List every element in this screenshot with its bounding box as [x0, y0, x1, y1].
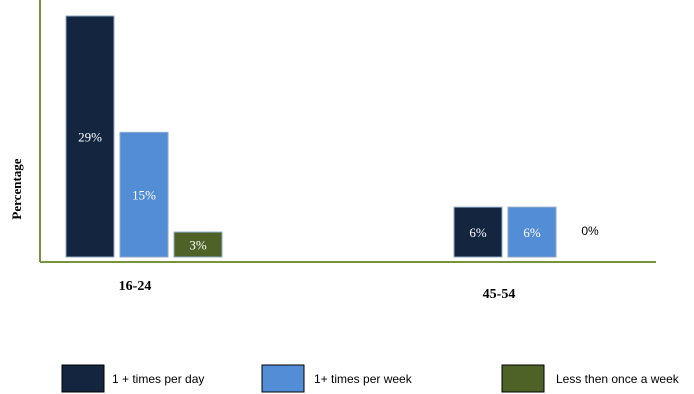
legend-label-series-0: 1 + times per day	[112, 372, 204, 386]
data-label-16-24-series-1: 15%	[132, 188, 156, 203]
x-tick-label-16-24: 16-24	[119, 279, 152, 294]
legend-swatch-series-1	[262, 365, 304, 392]
data-label-45-54-series-0: 6%	[469, 225, 487, 240]
y-axis-label: Percentage	[9, 158, 24, 219]
bars-group	[66, 16, 556, 257]
legend-swatch-series-0	[62, 365, 104, 392]
x-tick-labels-group: 16-24 45-54	[119, 279, 516, 302]
legend: 1 + times per day 1+ times per week Less t…	[62, 365, 680, 392]
legend-label-series-1: 1+ times per week	[314, 372, 413, 386]
data-label-45-54-series-1: 6%	[523, 225, 541, 240]
x-tick-label-45-54: 45-54	[483, 287, 516, 302]
data-label-16-24-series-2: 3%	[189, 238, 207, 253]
legend-swatch-series-2	[502, 365, 544, 392]
legend-label-series-2: Less then once a week	[556, 372, 680, 386]
data-label-16-24-series-0: 29%	[78, 130, 102, 145]
data-label-45-54-series-2: 0%	[581, 224, 599, 238]
